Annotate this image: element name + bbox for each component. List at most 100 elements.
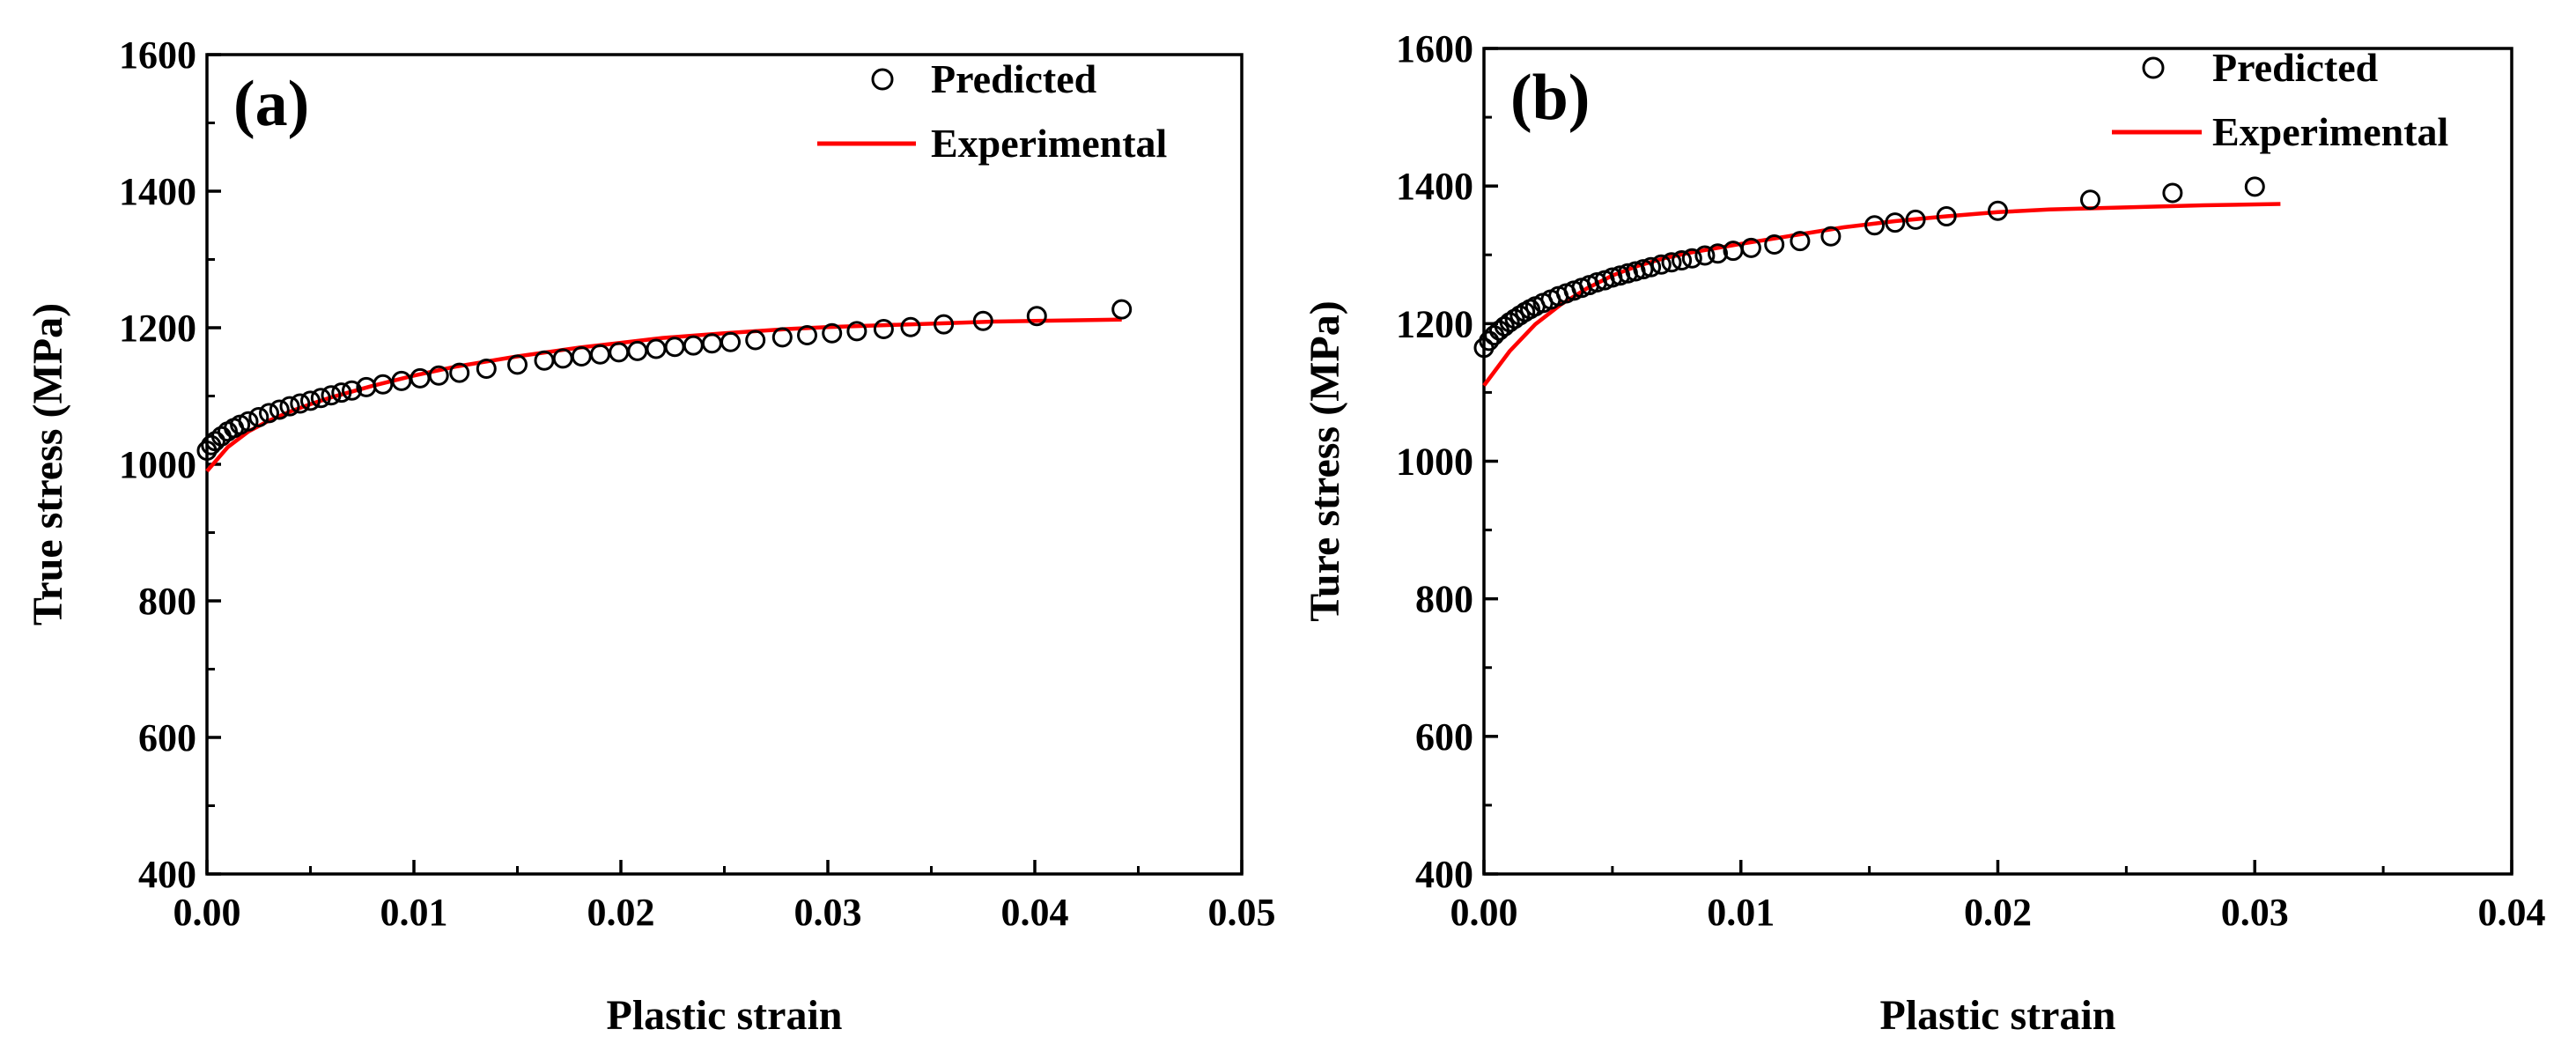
predicted-point-a [1026,306,1047,327]
predicted-point-a [683,335,704,356]
predicted-point-a [238,411,259,432]
predicted-point-b [1672,250,1693,270]
predicted-point-b [1509,305,1531,326]
chart-panel-a: (a) Plastic strain True stress (MPa) Pre… [25,33,1276,1039]
predicted-point-a [300,390,321,411]
legend-predicted-label-a: Predicted [931,56,1097,101]
x-tick-label-a: 0.03 [794,891,862,934]
predicted-point-b [2244,176,2265,197]
predicted-point-a [290,393,311,414]
predicted-point-b [1650,254,1672,275]
y-axis-title-b: Ture stress (MPa) [1302,300,1348,621]
x-tick-label-b: 0.01 [1707,891,1775,934]
x-tick-label-b: 0.02 [1964,891,2032,934]
y-tick-label-b: 800 [1415,578,1473,621]
predicted-point-a [822,322,843,344]
predicted-point-a [720,331,741,352]
x-tick-label-a: 0.05 [1208,891,1276,934]
predicted-point-b [1820,226,1842,247]
predicted-point-b [1864,215,1885,236]
y-tick-label-a: 800 [138,580,196,623]
y-tick-label-a: 1200 [119,307,196,350]
predicted-point-a [609,342,630,363]
predicted-point-b [1988,200,2008,221]
y-axis-title-a: True stress (MPa) [25,303,71,626]
predicted-point-a [321,385,342,406]
predicted-point-a [646,338,667,359]
predicted-point-a [204,431,225,452]
predicted-point-b [1905,209,1926,230]
predicted-point-b [1504,308,1525,330]
predicted-point-a [771,327,793,348]
predicted-point-a [279,396,300,417]
panel-label-a: (a) [233,68,309,140]
predicted-point-b [1936,206,1957,226]
predicted-point-a [627,340,648,361]
x-tick-label-a: 0.02 [587,891,655,934]
y-tick-label-a: 1400 [119,170,196,213]
predicted-point-a [934,314,955,335]
predicted-point-a [310,388,331,409]
predicted-point-a [972,310,993,331]
x-axis-title-b: Plastic strain [1880,992,2116,1039]
predicted-point-a [873,319,894,339]
predicted-point-a [552,348,573,369]
predicted-point-a [342,380,362,401]
predicted-point-a [428,365,449,386]
predicted-point-b [1479,330,1500,352]
predicted-point-b [1764,234,1785,255]
predicted-point-a [410,367,431,389]
predicted-point-a [571,346,592,367]
legend-predicted-marker-a [871,68,894,91]
predicted-point-b [1641,256,1662,278]
y-tick-label-b: 1400 [1396,165,1473,208]
predicted-point-a [590,344,610,365]
y-tick-label-b: 600 [1415,715,1473,759]
legend-predicted-label-b: Predicted [2212,45,2379,90]
x-tick-label-b: 0.03 [2221,891,2289,934]
predicted-point-a [900,316,921,337]
predicted-point-a [507,354,528,375]
legend-experimental-label-b: Experimental [2212,109,2448,154]
predicted-point-a [745,330,766,351]
x-axis-title-a: Plastic strain [607,992,843,1039]
y-tick-label-b: 1000 [1396,441,1473,484]
x-tick-label-a: 0.00 [173,891,241,934]
x-tick-label-b: 0.04 [2478,891,2546,934]
predicted-point-a [476,359,497,379]
predicted-point-b [1740,237,1761,258]
predicted-point-a [701,333,722,354]
predicted-point-b [2162,182,2183,204]
legend-experimental-label-a: Experimental [931,121,1167,166]
predicted-point-a [664,337,685,358]
panel-label-b: (b) [1510,62,1590,134]
y-tick-label-a: 1000 [119,443,196,486]
legend-predicted-marker-b [2142,56,2165,79]
predicted-point-b [1885,212,1906,233]
predicted-point-a [797,325,817,345]
predicted-point-a [248,407,269,427]
plot-area-b [1482,47,2513,876]
y-tick-label-b: 400 [1415,853,1473,896]
predicted-point-a [259,403,279,424]
predicted-point-a [269,399,290,420]
predicted-point-b [1661,252,1682,273]
predicted-point-a [331,382,352,404]
plot-area-a [205,53,1244,876]
predicted-point-b [1694,245,1716,266]
plot-frame-a [205,53,1244,876]
y-tick-label-b: 1600 [1396,27,1473,70]
predicted-point-a [449,362,470,383]
predicted-point-b [1708,243,1728,264]
x-tick-label-a: 0.04 [1001,891,1069,934]
predicted-point-b [2080,189,2100,211]
predicted-point-b [1633,259,1654,280]
chart-panel-b: (b) Plastic strain Ture stress (MPa) Pre… [1302,27,2546,1039]
predicted-point-b [1790,231,1811,252]
predicted-point-b [1499,312,1520,333]
predicted-point-a [373,374,394,395]
y-tick-label-a: 400 [138,853,196,896]
x-tick-label-a: 0.01 [380,891,448,934]
y-tick-label-a: 600 [138,716,196,759]
